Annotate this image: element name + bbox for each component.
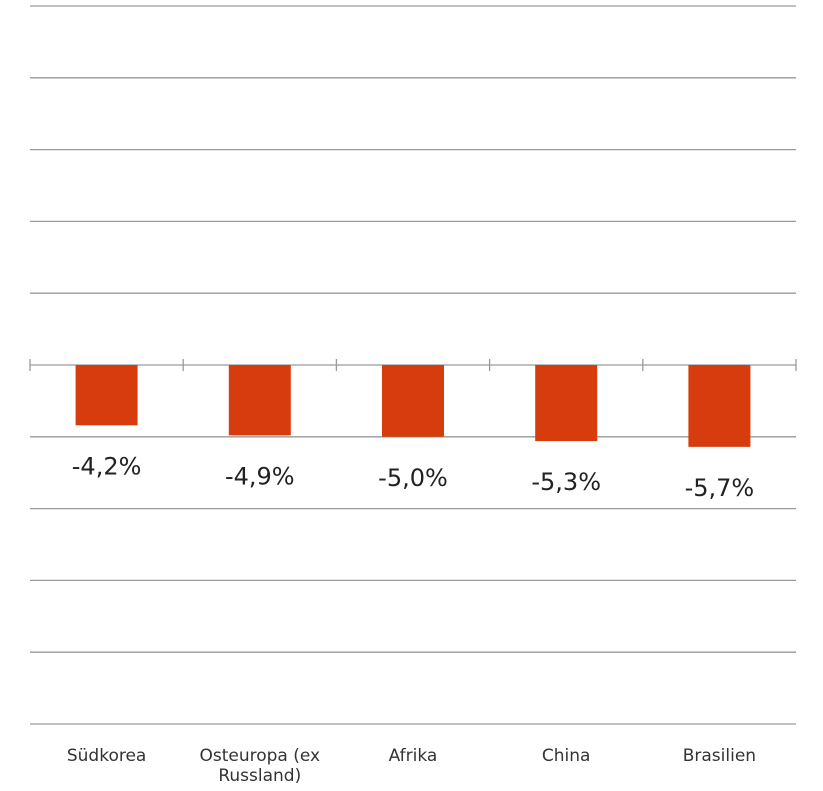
bar — [688, 365, 751, 447]
x-tick-label: Südkorea — [66, 746, 147, 766]
bar — [75, 365, 138, 426]
value-label: -5,0% — [378, 464, 448, 492]
bar — [382, 365, 444, 437]
value-label: -5,3% — [531, 468, 601, 496]
bar — [535, 365, 598, 442]
bar — [228, 365, 291, 436]
value-label: -5,7% — [685, 474, 755, 502]
x-tick-label: Afrika — [388, 746, 438, 766]
x-tick-label: China — [541, 746, 591, 766]
x-tick-label: Osteuropa (ex Russland) — [199, 746, 321, 786]
x-tick-label: Brasilien — [682, 746, 757, 766]
value-label: -4,9% — [225, 462, 295, 490]
value-label: -4,2% — [72, 452, 142, 480]
